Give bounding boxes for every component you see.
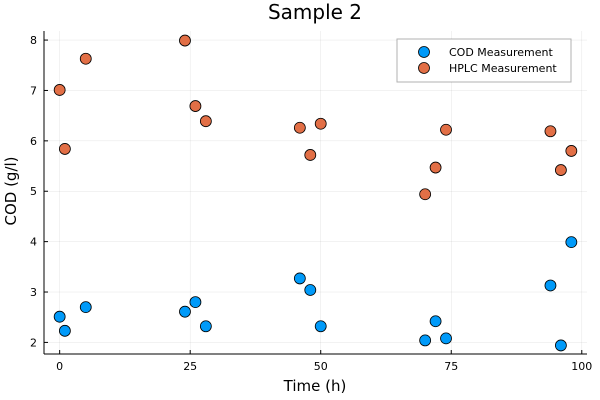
x-tick-label: 50 xyxy=(314,360,328,373)
scatter-point xyxy=(79,52,92,65)
scatter-point xyxy=(419,334,432,347)
y-tick-label: 6 xyxy=(30,135,37,148)
y-tick-label: 4 xyxy=(30,236,37,249)
series-hplc xyxy=(53,34,578,201)
y-tick-label: 3 xyxy=(30,286,37,299)
scatter-point xyxy=(293,121,306,134)
scatter-point xyxy=(419,188,432,201)
scatter-point xyxy=(79,301,92,314)
scatter-point xyxy=(304,284,317,296)
scatter-point xyxy=(304,149,317,161)
scatter-point xyxy=(429,161,442,174)
scatter-point xyxy=(179,305,191,318)
y-tick-label: 8 xyxy=(30,34,37,47)
x-tick-label: 25 xyxy=(183,360,197,373)
legend: COD Measurement HPLC Measurement xyxy=(396,38,572,83)
scatter-point xyxy=(565,236,578,249)
legend-marker-hplc xyxy=(418,62,430,74)
x-tick-label: 100 xyxy=(571,360,592,373)
scatter-point xyxy=(554,164,567,176)
data-points xyxy=(53,34,578,352)
x-tick-label: 75 xyxy=(444,360,458,373)
scatter-point xyxy=(554,339,567,352)
legend-marker-cod xyxy=(418,46,430,58)
scatter-point xyxy=(199,115,212,128)
scatter-point xyxy=(58,143,71,155)
grid xyxy=(44,31,587,354)
legend-label-hplc: HPLC Measurement xyxy=(449,62,557,75)
series-cod xyxy=(53,236,578,352)
scatter-point xyxy=(565,145,578,157)
scatter-point xyxy=(53,84,66,96)
scatter-point xyxy=(429,315,442,328)
x-tick-label: 0 xyxy=(56,360,63,373)
legend-label-cod: COD Measurement xyxy=(449,46,554,59)
scatter-point xyxy=(440,123,452,136)
legend-box xyxy=(396,38,572,83)
x-axis-title: Time (h) xyxy=(283,377,347,395)
scatter-point xyxy=(314,117,327,130)
axes: 0 25 50 75 100 2 3 4 5 6 7 8 xyxy=(30,31,592,373)
scatter-point xyxy=(314,320,327,333)
scatter-point xyxy=(189,296,202,308)
scatter-point xyxy=(58,324,71,337)
y-tick-label: 5 xyxy=(30,185,37,198)
scatter-point xyxy=(199,320,212,333)
scatter-point xyxy=(179,34,191,47)
scatter-point xyxy=(440,332,452,345)
scatter-point xyxy=(189,100,202,112)
scatter-point xyxy=(544,125,557,138)
y-tick-label: 7 xyxy=(30,84,37,97)
chart-title: Sample 2 xyxy=(268,0,362,24)
scatter-point xyxy=(293,272,306,285)
scatter-point xyxy=(53,310,66,323)
y-tick-label: 2 xyxy=(30,336,37,349)
scatter-point xyxy=(544,279,557,292)
y-axis-title: COD (g/l) xyxy=(2,156,20,225)
